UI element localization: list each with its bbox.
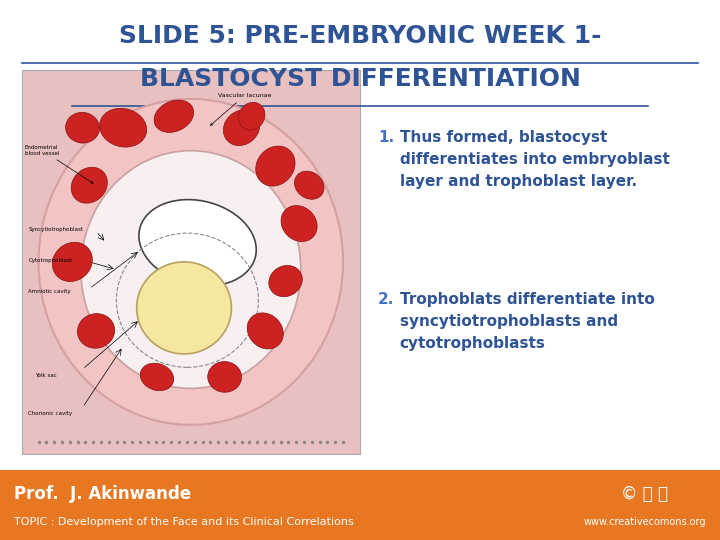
Text: Chorionic cavity: Chorionic cavity (28, 411, 73, 416)
Ellipse shape (269, 265, 302, 297)
Text: Thus formed, blastocyst
differentiates into embryoblast
layer and trophoblast la: Thus formed, blastocyst differentiates i… (400, 130, 670, 189)
Ellipse shape (140, 363, 174, 391)
Ellipse shape (100, 107, 146, 148)
Bar (22, 70, 360, 454)
Text: 1.: 1. (378, 130, 394, 145)
Text: Cytotrophoblast: Cytotrophoblast (28, 258, 73, 263)
Text: Endometrial
blood vessel: Endometrial blood vessel (25, 145, 93, 183)
Ellipse shape (281, 206, 318, 241)
Text: TOPIC : Development of the Face and its Clinical Correlations: TOPIC : Development of the Face and its … (14, 517, 354, 528)
Ellipse shape (294, 172, 325, 199)
Ellipse shape (155, 99, 193, 133)
Ellipse shape (139, 200, 256, 286)
Text: Yolk sac: Yolk sac (35, 373, 57, 378)
Ellipse shape (223, 111, 260, 145)
Text: 2.: 2. (378, 292, 395, 307)
Ellipse shape (247, 313, 284, 349)
Ellipse shape (66, 112, 99, 143)
Ellipse shape (71, 167, 108, 203)
Text: SLIDE 5: PRE-EMBRYONIC WEEK 1-: SLIDE 5: PRE-EMBRYONIC WEEK 1- (119, 24, 601, 48)
Bar (0, 470, 720, 540)
Text: Trophoblats differentiate into
syncytiotrophoblasts and
cytotrophoblasts: Trophoblats differentiate into syncytiot… (400, 292, 654, 351)
Text: © ⓘ ⓢ: © ⓘ ⓢ (621, 485, 668, 503)
Ellipse shape (39, 99, 343, 425)
Text: BLASTOCYST DIFFERENTIATION: BLASTOCYST DIFFERENTIATION (140, 68, 580, 91)
Text: Vascular lacunae: Vascular lacunae (210, 93, 271, 125)
Text: Syncytiotrophoblast: Syncytiotrophoblast (28, 227, 84, 232)
Text: www.creativecomons.org: www.creativecomons.org (583, 517, 706, 528)
Text: Amniotic cavity: Amniotic cavity (28, 288, 71, 294)
Ellipse shape (238, 103, 265, 130)
Ellipse shape (208, 361, 241, 393)
Text: Prof.  J. Akinwande: Prof. J. Akinwande (14, 485, 192, 503)
Ellipse shape (137, 262, 231, 354)
Ellipse shape (53, 242, 92, 282)
Ellipse shape (81, 151, 301, 388)
Ellipse shape (78, 313, 114, 348)
Ellipse shape (255, 147, 296, 185)
